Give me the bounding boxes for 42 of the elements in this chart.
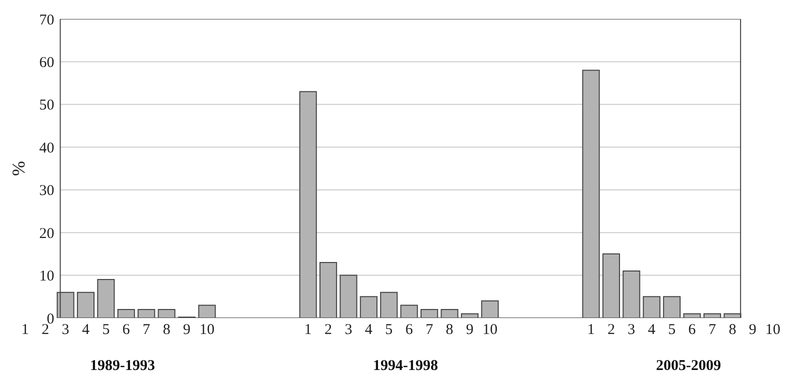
x-tick-label: 7: [142, 322, 151, 338]
x-tick-label: 9: [183, 322, 191, 338]
y-tick-label: 30: [39, 183, 54, 200]
x-tick-label: 5: [385, 322, 393, 338]
x-tick-label: 8: [162, 322, 170, 338]
x-tick-label: 8: [728, 322, 736, 338]
x-tick-label: 3: [344, 322, 352, 338]
x-tick-label: 10: [765, 322, 780, 338]
x-tick-label: 2: [607, 322, 615, 338]
x-tick-label: 1: [587, 322, 595, 338]
x-tick-label: 9: [748, 322, 756, 338]
x-tick-label: 4: [82, 322, 90, 338]
y-tick-label: 50: [39, 98, 54, 114]
text: 2005-2009: [656, 358, 721, 374]
y-axis-title: %: [8, 161, 28, 176]
x-tick-label: 3: [62, 322, 70, 338]
x-tick-label: 5: [668, 322, 676, 338]
x-tick-label: 6: [688, 322, 696, 338]
x-tick-label: 2: [42, 322, 50, 338]
x-tick-label: 10: [200, 322, 214, 338]
x-tick-label: 1: [21, 322, 29, 338]
x-tick-label: 4: [648, 322, 656, 338]
x-tick-label: 1: [304, 322, 312, 338]
y-tick-label: 0: [46, 311, 54, 328]
x-tick-label: 4: [364, 322, 373, 338]
x-tick-label: 7: [426, 322, 434, 338]
x-tick-label: 3: [628, 322, 636, 338]
x-tick-label: 7: [708, 322, 717, 338]
x-tick-label: 6: [122, 322, 130, 338]
x-tick-label: 2: [324, 322, 332, 338]
x-tick-label: 8: [446, 322, 454, 338]
y-tick-label: 10: [39, 268, 54, 285]
text: 1994-1998: [373, 358, 438, 374]
y-tick-label: 70: [39, 12, 54, 28]
x-tick-label: 10: [482, 322, 498, 338]
y-tick-label: 20: [39, 226, 54, 242]
y-tick-label: 40: [39, 140, 54, 156]
text: 1989-1993: [90, 358, 155, 374]
x-tick-label: 5: [102, 322, 110, 338]
y-tick-label: 60: [39, 54, 54, 71]
x-tick-label: 9: [466, 322, 474, 338]
x-tick-label: 6: [405, 322, 414, 338]
